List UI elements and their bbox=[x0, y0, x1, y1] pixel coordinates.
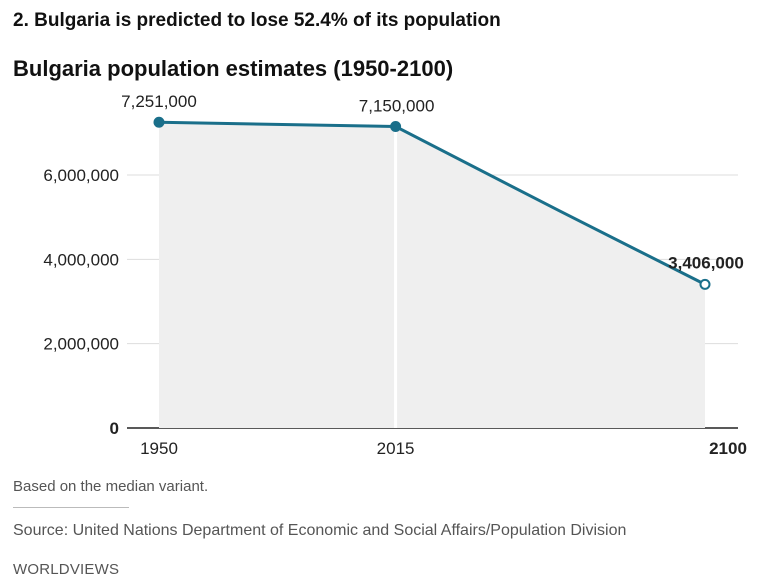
footnote: Based on the median variant. bbox=[13, 478, 209, 495]
y-tick-labels: 0 2,000,000 4,000,000 6,000,000 bbox=[43, 166, 119, 438]
brand-label: WORLDVIEWS bbox=[13, 561, 120, 578]
series-line bbox=[158, 120, 706, 286]
x-tick-label: 1950 bbox=[140, 439, 178, 458]
data-labels: 7,251,000 7,150,000 3,406,000 bbox=[121, 92, 744, 272]
x-tick-label: 2015 bbox=[377, 439, 415, 458]
divider bbox=[13, 507, 129, 508]
y-tick-label: 6,000,000 bbox=[43, 166, 119, 185]
data-label: 7,150,000 bbox=[359, 97, 435, 116]
chart-title: Bulgaria population estimates (1950-2100… bbox=[13, 56, 454, 81]
line-chart: 0 2,000,000 4,000,000 6,000,000 1950 2015 210… bbox=[43, 92, 747, 458]
data-point-1950 bbox=[153, 116, 165, 128]
data-label: 7,251,000 bbox=[121, 92, 197, 111]
x-tick-labels: 1950 2015 2100 bbox=[140, 439, 747, 458]
y-tick-label: 4,000,000 bbox=[43, 250, 119, 269]
y-tick-label: 2,000,000 bbox=[43, 335, 119, 354]
headline: 2. Bulgaria is predicted to lose 52.4% o… bbox=[13, 10, 501, 31]
data-point-2015 bbox=[390, 121, 402, 133]
data-point-2100 bbox=[699, 278, 711, 290]
x-tick-label: 2100 bbox=[709, 439, 747, 458]
data-points bbox=[153, 116, 711, 290]
data-label: 3,406,000 bbox=[668, 253, 744, 272]
area-fill bbox=[159, 122, 705, 428]
source-note: Source: United Nations Department of Eco… bbox=[13, 522, 627, 539]
y-tick-label: 0 bbox=[110, 419, 119, 438]
